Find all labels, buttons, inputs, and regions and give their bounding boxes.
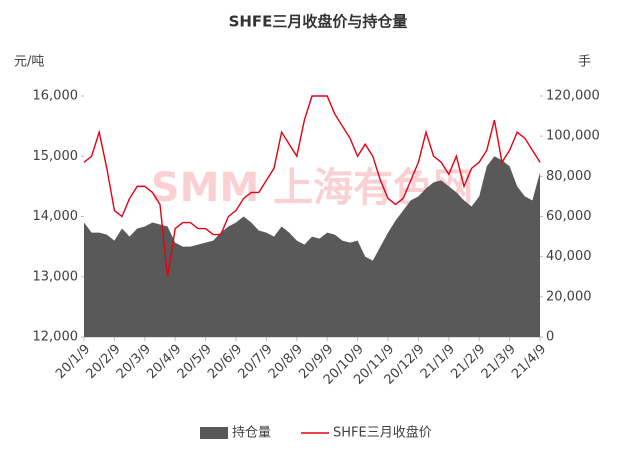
y2-tick-label: 120,000 — [546, 89, 600, 104]
y-tick-label: 15,000 — [33, 149, 79, 164]
y2-tick-label: 80,000 — [546, 169, 592, 184]
y-tick-label: 13,000 — [33, 269, 79, 284]
legend-label: 持仓量 — [232, 426, 271, 441]
y2-tick-label: 40,000 — [546, 249, 592, 264]
area — [84, 156, 540, 337]
x-tick-label: 21/4/9 — [509, 342, 549, 382]
line — [83, 95, 541, 277]
y-axis-label: 元/吨 — [14, 55, 44, 70]
y2-tick-label: 20,000 — [546, 289, 592, 304]
y2-tick-label: 100,000 — [546, 129, 600, 144]
chart-title: SHFE三月收盘价与持仓量 — [229, 13, 408, 31]
y2-axis-label: 手 — [578, 55, 591, 70]
y2-tick-label: 60,000 — [546, 209, 592, 224]
y-tick-label: 16,000 — [33, 89, 79, 104]
legend-swatch — [200, 427, 228, 439]
y-tick-label: 12,000 — [33, 330, 79, 345]
y-tick-label: 14,000 — [33, 209, 79, 224]
legend-label: SHFE三月收盘价 — [333, 425, 432, 441]
y2-tick-label: 0 — [546, 330, 554, 345]
